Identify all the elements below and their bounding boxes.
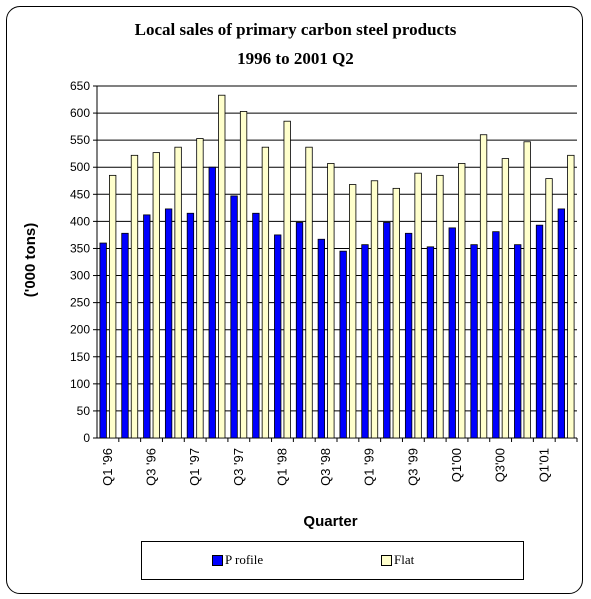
legend-swatch-flat bbox=[381, 554, 392, 566]
bar-flat bbox=[283, 120, 291, 439]
bar-profile bbox=[274, 234, 282, 439]
y-tick-label: 600 bbox=[70, 106, 90, 120]
bar-profile bbox=[492, 231, 500, 439]
x-axis-label: Quarter bbox=[303, 513, 358, 530]
bar-flat bbox=[218, 94, 226, 439]
x-tick-label: Q3 '97 bbox=[231, 448, 246, 486]
x-tick-label: Q1'00 bbox=[449, 448, 464, 482]
x-tick-label: Q1 '99 bbox=[362, 448, 377, 486]
legend-item-flat: Flat bbox=[381, 552, 414, 568]
bar-profile bbox=[339, 250, 347, 439]
bar-flat bbox=[349, 184, 357, 439]
bar-flat bbox=[239, 111, 248, 439]
bar-flat bbox=[567, 154, 575, 439]
y-tick-label: 400 bbox=[70, 214, 90, 228]
bar-flat bbox=[370, 180, 379, 439]
bar-profile bbox=[535, 224, 544, 439]
y-tick-label: 550 bbox=[70, 133, 90, 147]
x-tick-label: Q1 '98 bbox=[274, 448, 289, 486]
y-tick-label: 500 bbox=[70, 160, 90, 174]
bar-profile bbox=[317, 238, 325, 439]
bar-profile bbox=[164, 208, 173, 439]
bar-profile bbox=[514, 244, 522, 439]
bar-flat bbox=[436, 174, 444, 439]
x-tick-label: Q1 '96 bbox=[100, 448, 115, 486]
y-tick-label: 300 bbox=[70, 269, 90, 283]
bar-profile bbox=[383, 222, 391, 439]
bar-flat bbox=[458, 163, 466, 439]
legend-label-profile: P rofile bbox=[225, 552, 264, 567]
bar-flat bbox=[327, 163, 335, 439]
bar-flat bbox=[501, 158, 510, 439]
bar-flat bbox=[130, 154, 139, 439]
legend-item-profile: P rofile bbox=[212, 552, 263, 568]
x-tick-label: Q3 '98 bbox=[318, 448, 333, 486]
x-tick-label: Q3 '99 bbox=[405, 448, 420, 486]
y-tick-label: 350 bbox=[70, 241, 90, 255]
bar-profile bbox=[448, 227, 456, 439]
bar-profile bbox=[99, 242, 107, 439]
y-tick-label: 150 bbox=[70, 350, 90, 364]
bar-flat bbox=[196, 138, 204, 439]
chart-title: Local sales of primary carbon steel prod… bbox=[134, 20, 457, 39]
bar-profile bbox=[252, 212, 260, 439]
bar-flat bbox=[152, 152, 160, 439]
bar-profile bbox=[404, 232, 413, 439]
bar-flat bbox=[392, 187, 400, 439]
bar-profile bbox=[186, 212, 195, 439]
bar-flat bbox=[174, 146, 182, 439]
bar-profile bbox=[208, 166, 216, 439]
bar-profile bbox=[121, 232, 129, 439]
bar-flat bbox=[261, 146, 270, 439]
bar-profile bbox=[426, 246, 435, 439]
bar-flat bbox=[479, 134, 488, 439]
y-tick-label: 450 bbox=[70, 187, 90, 201]
y-tick-label: 650 bbox=[70, 79, 90, 93]
chart-subtitle: 1996 to 2001 Q2 bbox=[237, 49, 354, 68]
bar-flat bbox=[305, 146, 313, 439]
bar-profile bbox=[361, 244, 369, 439]
x-tick-label: Q3'00 bbox=[493, 448, 508, 482]
x-tick-label: Q1'01 bbox=[536, 448, 551, 482]
bar-profile bbox=[557, 208, 565, 439]
x-tick-label: Q1 '97 bbox=[187, 448, 202, 486]
bar-profile bbox=[143, 214, 151, 439]
x-tick-label: Q3 '96 bbox=[144, 448, 159, 486]
legend-label-flat: Flat bbox=[394, 552, 415, 567]
bar-flat bbox=[109, 174, 117, 439]
y-tick-label: 50 bbox=[77, 404, 91, 418]
y-tick-label: 100 bbox=[70, 377, 90, 391]
legend-swatch-profile bbox=[212, 554, 223, 566]
bar-profile bbox=[295, 222, 304, 439]
y-tick-label: 250 bbox=[70, 296, 90, 310]
legend: P rofile Flat bbox=[141, 541, 524, 580]
bar-profile bbox=[470, 244, 478, 439]
y-tick-label: 200 bbox=[70, 323, 90, 337]
y-tick-label: 0 bbox=[83, 431, 90, 445]
bar-flat bbox=[523, 141, 531, 439]
bar-flat bbox=[545, 178, 553, 439]
bar-flat bbox=[414, 172, 422, 439]
bar-profile bbox=[230, 195, 238, 439]
